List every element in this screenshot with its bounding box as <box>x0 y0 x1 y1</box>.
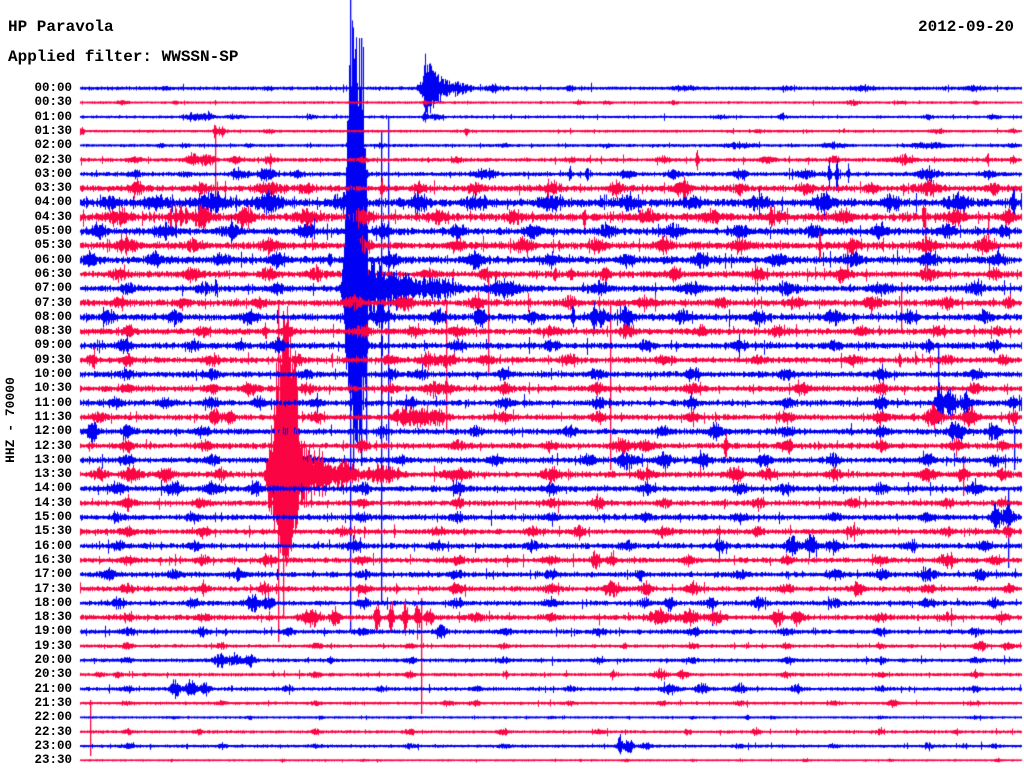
time-label: 19:30 <box>34 638 72 653</box>
time-label: 12:00 <box>34 424 72 439</box>
time-label: 15:30 <box>34 524 72 539</box>
time-label: 05:00 <box>34 224 72 238</box>
date-label: 2012-09-20 <box>917 18 1014 36</box>
time-label: 21:30 <box>34 695 72 710</box>
time-label: 11:00 <box>34 395 72 410</box>
time-label: 18:30 <box>34 610 72 625</box>
time-label: 03:30 <box>34 181 72 196</box>
station-title: HP Paravola <box>8 18 114 36</box>
time-label: 12:30 <box>34 438 72 453</box>
time-label: 03:00 <box>34 166 72 181</box>
time-label: 07:30 <box>34 295 72 310</box>
time-label: 05:30 <box>34 238 72 253</box>
time-label: 01:00 <box>34 109 72 124</box>
time-label: 16:30 <box>34 552 72 567</box>
time-label: 00:00 <box>34 81 72 95</box>
time-label: 14:30 <box>34 495 72 510</box>
time-label: 13:00 <box>34 452 72 467</box>
time-label: 02:30 <box>34 152 72 167</box>
time-label: 00:30 <box>34 95 72 110</box>
time-label: 22:30 <box>34 724 72 739</box>
time-label: 01:30 <box>34 123 72 138</box>
time-label: 11:30 <box>34 409 72 424</box>
time-label: 20:00 <box>34 653 72 667</box>
time-label: 19:00 <box>34 624 72 639</box>
time-label: 10:00 <box>34 367 72 381</box>
time-label: 15:00 <box>34 510 72 524</box>
time-label: 10:30 <box>34 381 72 396</box>
time-label: 09:30 <box>34 352 72 367</box>
time-label: 21:00 <box>34 681 72 696</box>
time-label: 17:30 <box>34 581 72 596</box>
time-label: 08:00 <box>34 309 72 324</box>
time-label: 22:00 <box>34 710 72 725</box>
time-label: 06:30 <box>34 266 72 281</box>
applied-filter-label: Applied filter: WWSSN-SP <box>8 48 239 66</box>
time-label: 07:00 <box>34 281 72 296</box>
time-label: 23:00 <box>34 738 72 753</box>
time-label: 14:00 <box>34 481 72 496</box>
time-label: 08:30 <box>34 324 72 339</box>
time-label: 17:00 <box>34 567 72 582</box>
time-label: 18:00 <box>34 595 72 610</box>
time-label: 04:30 <box>34 209 72 224</box>
time-label: 16:00 <box>34 538 72 553</box>
time-label: 23:30 <box>34 753 72 768</box>
time-label: 02:00 <box>34 138 72 153</box>
time-label: 13:30 <box>34 467 72 482</box>
time-label: 04:00 <box>34 195 72 210</box>
time-label: 20:30 <box>34 667 72 682</box>
time-label: 09:00 <box>34 338 72 353</box>
time-label: 06:00 <box>34 252 72 267</box>
